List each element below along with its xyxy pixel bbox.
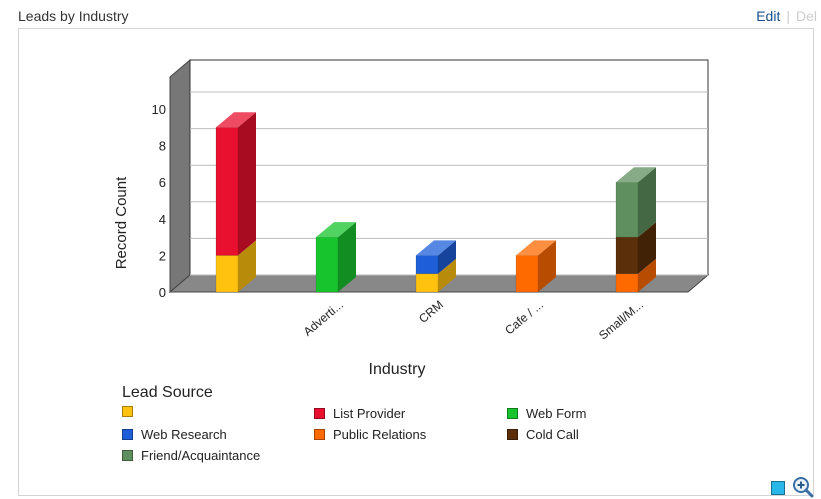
bar-segment — [215, 127, 239, 256]
x-tick-label: Cafe / ... — [502, 298, 546, 338]
legend-swatch — [507, 408, 518, 419]
x-tick-label: Small/M... — [596, 298, 646, 343]
bar-top — [416, 240, 456, 256]
legend-swatch — [122, 406, 133, 417]
bar-segment-side — [238, 112, 256, 256]
bar-segment-side — [638, 167, 656, 238]
legend-item: List Provider — [314, 406, 405, 421]
y-tick-label: 6 — [159, 175, 166, 190]
bar-top — [616, 167, 656, 183]
legend-item: Web Form — [507, 406, 586, 421]
bar-segment-side — [338, 222, 356, 292]
square-icon[interactable] — [771, 481, 785, 495]
action-separator: | — [786, 8, 790, 24]
legend-swatch — [314, 429, 325, 440]
y-tick-label: 4 — [159, 212, 166, 227]
x-axis-label: Industry — [369, 361, 426, 378]
side-wall — [169, 58, 191, 294]
legend-item: Public Relations — [314, 427, 426, 442]
y-tick-label: 8 — [159, 139, 166, 154]
bar-segment — [415, 273, 439, 293]
zoom-in-icon[interactable] — [792, 476, 814, 498]
legend-swatch — [122, 429, 133, 440]
legend-label: Cold Call — [526, 427, 579, 442]
legend-label: Web Form — [526, 406, 587, 421]
bar-top — [316, 222, 356, 238]
bar-segment — [315, 236, 339, 293]
legend-swatch — [122, 450, 133, 461]
bar-segment-side — [438, 240, 456, 274]
bar-segment-side — [238, 240, 256, 292]
legend-swatch — [507, 429, 518, 440]
legend-label: List Provider — [333, 406, 406, 421]
y-tick-label: 10 — [152, 102, 166, 117]
x-tick-label: Adverti... — [301, 298, 346, 339]
legend-swatch — [314, 408, 325, 419]
x-tick-label: CRM — [416, 298, 446, 326]
chart-title: Leads by Industry — [18, 8, 129, 24]
legend-label: Friend/Acquaintance — [141, 448, 261, 463]
delete-link[interactable]: Del — [795, 8, 817, 24]
legend-item: Cold Call — [507, 427, 579, 442]
bar-segment — [615, 273, 639, 293]
bar-segment-side — [438, 258, 456, 292]
bar-segment-side — [638, 258, 656, 292]
edit-link[interactable]: Edit — [756, 8, 781, 24]
bar-segment — [215, 255, 239, 293]
bar-top — [216, 112, 256, 128]
legend-label: Public Relations — [333, 427, 427, 442]
legend-item: Web Research — [122, 427, 227, 442]
bar-segment — [515, 255, 539, 293]
bar-segment-side — [638, 222, 656, 274]
legend-item: Friend/Acquaintance — [122, 448, 260, 463]
header-actions: Edit | Del — [756, 8, 817, 24]
bar-segment — [615, 236, 639, 274]
bar-segment — [415, 255, 439, 274]
chart-panel — [18, 28, 814, 496]
legend-label: Web Research — [141, 427, 227, 442]
legend-item — [122, 406, 141, 417]
bar-segment — [615, 181, 639, 238]
y-tick-label: 2 — [159, 248, 166, 263]
legend-title: Lead Source — [122, 384, 213, 401]
bar-segment-side — [538, 240, 556, 292]
y-axis-label: Record Count — [113, 176, 130, 269]
bar-top — [516, 240, 556, 256]
y-tick-label: 0 — [159, 285, 166, 300]
